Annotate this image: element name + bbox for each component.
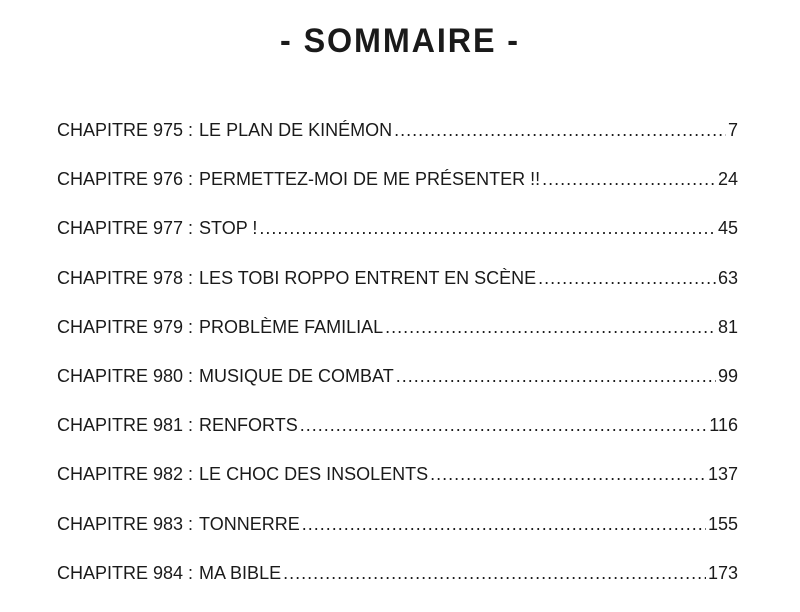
- toc-entry: CHAPITRE 980 :MUSIQUE DE COMBAT 99: [57, 366, 738, 415]
- chapter-number: CHAPITRE 979 :: [57, 316, 194, 337]
- chapter-number: CHAPITRE 983 :: [57, 513, 194, 534]
- page-number: 155: [707, 513, 738, 534]
- chapter-number: CHAPITRE 978 :: [57, 267, 194, 288]
- chapter-title: MA BIBLE: [199, 562, 282, 583]
- toc-entry: CHAPITRE 981 :RENFORTS 116: [57, 415, 738, 464]
- chapter-number: CHAPITRE 976 :: [57, 169, 194, 190]
- chapter-number: CHAPITRE 980 :: [57, 365, 194, 386]
- dot-leader: [302, 514, 706, 535]
- dot-leader: [394, 120, 726, 141]
- chapter-title: LE PLAN DE KINÉMON: [199, 120, 393, 140]
- page-number: 137: [707, 464, 738, 485]
- dot-leader: [538, 268, 716, 289]
- dot-leader: [300, 415, 708, 436]
- page-number: 45: [717, 218, 738, 239]
- dot-leader: [542, 169, 716, 190]
- chapter-title: LE CHOC DES INSOLENTS: [199, 464, 429, 485]
- toc-entry: CHAPITRE 979 :PROBLÈME FAMILIAL 81: [57, 317, 738, 366]
- chapter-number: CHAPITRE 975 :: [57, 120, 194, 140]
- chapter-title: MUSIQUE DE COMBAT: [199, 365, 394, 386]
- chapter-number: CHAPITRE 982 :: [57, 464, 194, 485]
- chapter-title: TONNERRE: [199, 513, 300, 534]
- page-number: 7: [727, 120, 738, 140]
- chapter-number: CHAPITRE 981 :: [57, 415, 194, 436]
- toc-entry: CHAPITRE 976 : PERMETTEZ-MOI DE ME PRÉSEN…: [57, 169, 738, 218]
- dot-leader: [430, 464, 706, 485]
- table-of-contents: CHAPITRE 975 :LE PLAN DE KINÉMON7CHAPITR…: [57, 120, 738, 612]
- dot-leader: [283, 563, 706, 584]
- toc-entry: CHAPITRE 983 :TONNERRE 155: [57, 514, 738, 563]
- chapter-number: CHAPITRE 977 :: [57, 218, 194, 239]
- chapter-number: CHAPITRE 984 :: [57, 562, 194, 583]
- dot-leader: [396, 366, 716, 387]
- toc-entry: CHAPITRE 984 :MA BIBLE 173: [57, 563, 738, 612]
- page-number: 99: [717, 365, 738, 386]
- toc-entry: CHAPITRE 982 :LE CHOC DES INSOLENTS 137: [57, 464, 738, 513]
- page-number: 116: [709, 415, 738, 436]
- dot-leader: [385, 317, 716, 338]
- toc-entry: CHAPITRE 975 :LE PLAN DE KINÉMON 7: [57, 120, 738, 169]
- page-number: 24: [717, 169, 738, 190]
- chapter-title: RENFORTS: [199, 415, 298, 436]
- page-number: 173: [707, 562, 738, 583]
- chapter-title: PERMETTEZ-MOI DE ME PRÉSENTER !!: [199, 169, 541, 190]
- toc-entry: CHAPITRE 978 : LES TOBI ROPPO ENTRENT EN …: [57, 268, 738, 317]
- chapter-title: STOP !: [199, 218, 258, 239]
- chapter-title: LES TOBI ROPPO ENTRENT EN SCÈNE: [199, 267, 537, 288]
- page-number: 63: [717, 267, 738, 288]
- toc-entry: CHAPITRE 977 :STOP ! 45: [57, 218, 738, 267]
- chapter-title: PROBLÈME FAMILIAL: [199, 316, 384, 337]
- dot-leader: [259, 218, 716, 239]
- page-title: - SOMMAIRE -: [280, 22, 520, 60]
- page-number: 81: [717, 316, 738, 337]
